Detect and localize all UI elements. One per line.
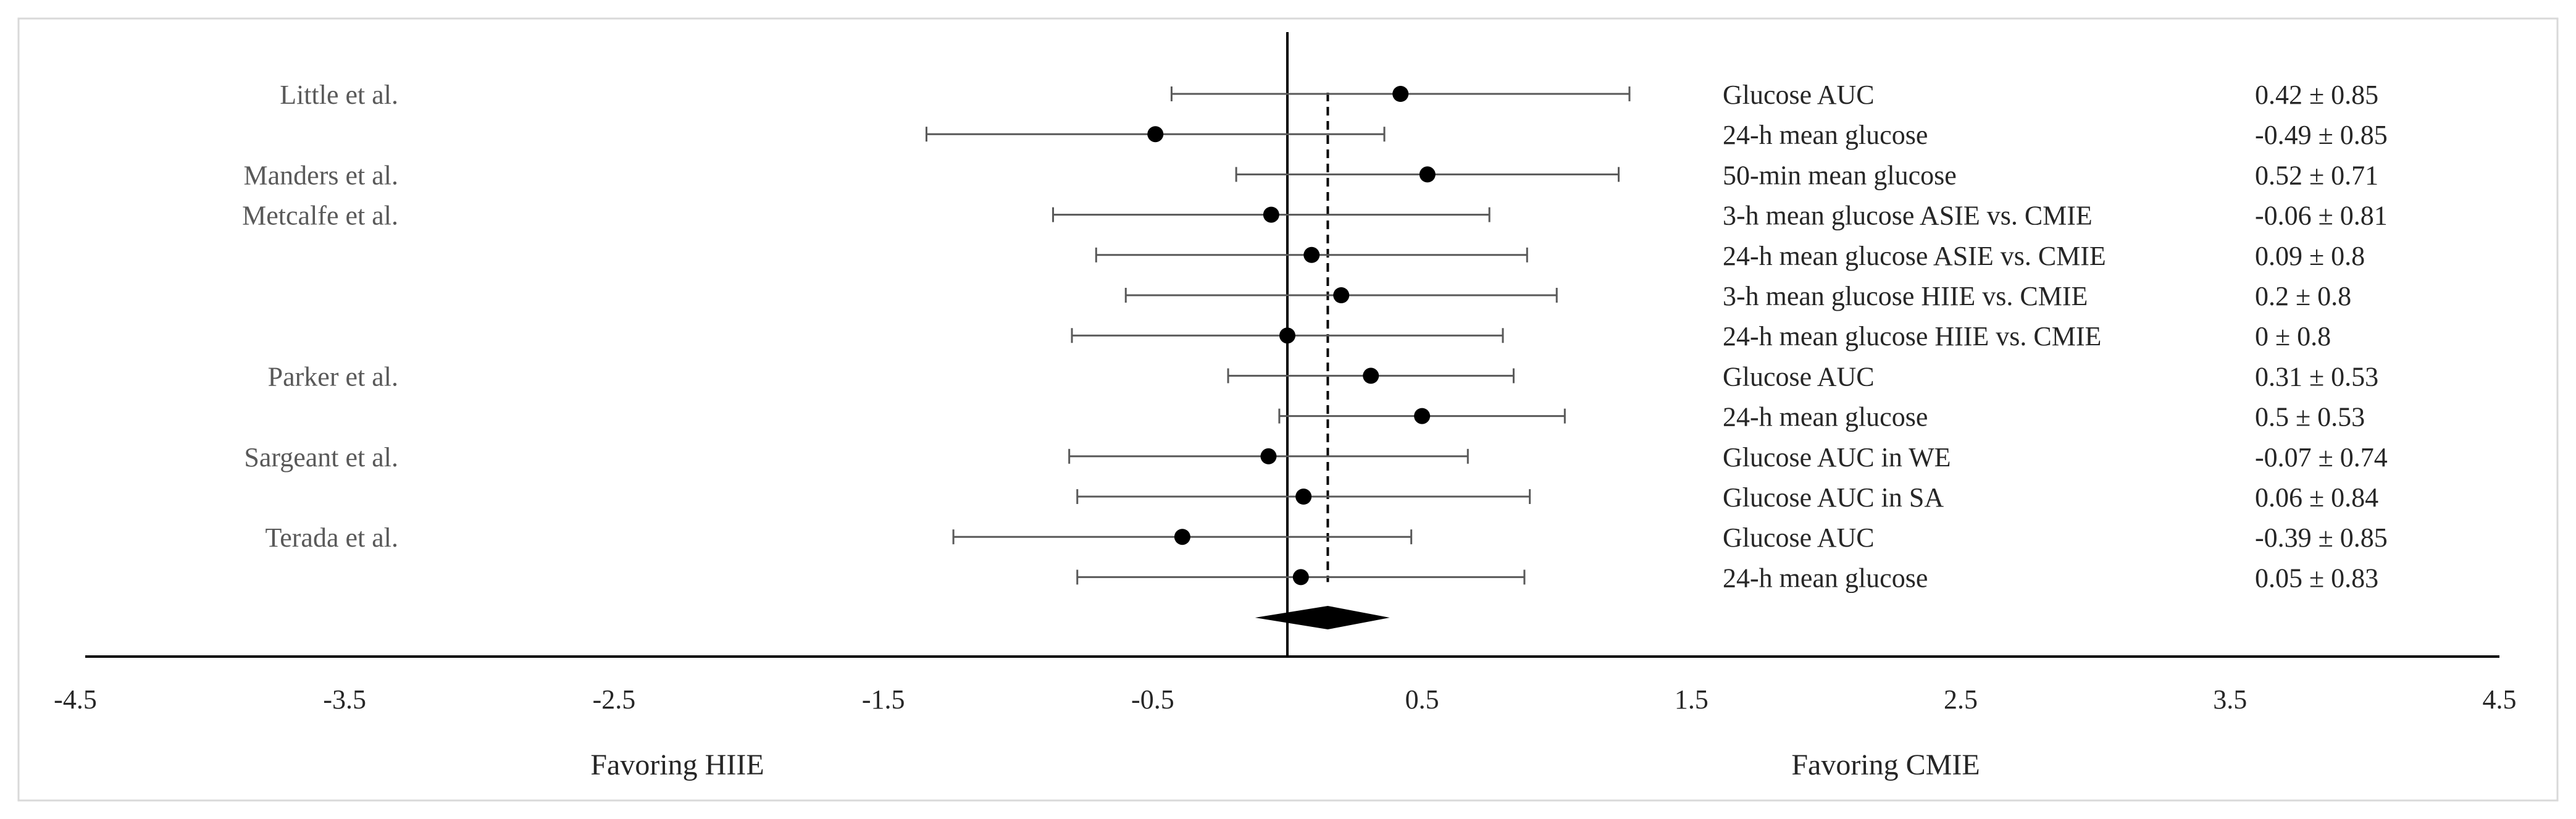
effect-size-label: -0.06 ± 0.81 (2255, 201, 2388, 231)
effect-size-label: 0.2 ± 0.8 (2255, 281, 2351, 311)
x-tick-label: 4.5 (2483, 684, 2517, 715)
outcome-label: Glucose AUC in WE (1723, 442, 1951, 472)
outcome-label: Glucose AUC (1723, 523, 1875, 553)
x-tick-label: 3.5 (2213, 684, 2247, 715)
effect-size-label: -0.07 ± 0.74 (2255, 442, 2388, 472)
effect-point (1263, 206, 1279, 223)
favoring-hiie-label: Favoring HIIE (590, 749, 764, 781)
effect-size-label: -0.39 ± 0.85 (2255, 523, 2388, 553)
pooled-diamond (1255, 606, 1390, 629)
outcome-label: Glucose AUC in SA (1723, 482, 1944, 513)
favoring-cmie-label: Favoring CMIE (1791, 749, 1980, 781)
outcome-label: Glucose AUC (1723, 361, 1875, 392)
effect-size-label: 0.52 ± 0.71 (2255, 160, 2378, 190)
x-tick-label: -3.5 (323, 684, 366, 715)
outcome-label: 24-h mean glucose (1723, 402, 1928, 432)
x-tick-label: -0.5 (1131, 684, 1174, 715)
effect-size-label: 0.31 ± 0.53 (2255, 361, 2378, 392)
effect-point (1279, 327, 1295, 344)
effect-point (1260, 448, 1277, 464)
effect-point (1147, 126, 1164, 143)
outcome-label: 24-h mean glucose ASIE vs. CMIE (1723, 241, 2106, 271)
outcome-label: Glucose AUC (1723, 80, 1875, 110)
study-label: Terada et al. (265, 523, 398, 553)
effect-size-label: -0.49 ± 0.85 (2255, 120, 2388, 150)
outcome-label: 3-h mean glucose HIIE vs. CMIE (1723, 281, 2088, 311)
x-tick-label: 1.5 (1675, 684, 1708, 715)
x-tick-label: -4.5 (54, 684, 97, 715)
outcome-label: 3-h mean glucose ASIE vs. CMIE (1723, 201, 2093, 231)
effect-point (1303, 246, 1320, 263)
outcome-label: 24-h mean glucose (1723, 120, 1928, 150)
study-label: Sargeant et al. (244, 442, 398, 472)
effect-point (1333, 287, 1350, 303)
x-tick-label: -1.5 (862, 684, 905, 715)
effect-point (1295, 489, 1312, 505)
study-label: Parker et al. (268, 361, 398, 392)
effect-size-label: 0 ± 0.8 (2255, 321, 2331, 351)
effect-point (1414, 408, 1431, 424)
effect-size-label: 0.42 ± 0.85 (2255, 80, 2378, 110)
outcome-label: 50-min mean glucose (1723, 160, 1957, 190)
effect-point (1292, 569, 1309, 586)
effect-size-label: 0.05 ± 0.83 (2255, 563, 2378, 593)
effect-point (1363, 368, 1379, 384)
effect-size-label: 0.09 ± 0.8 (2255, 241, 2365, 271)
effect-size-label: 0.5 ± 0.53 (2255, 402, 2365, 432)
outcome-label: 24-h mean glucose (1723, 563, 1928, 593)
study-label: Little et al. (280, 80, 398, 110)
outcome-label: 24-h mean glucose HIIE vs. CMIE (1723, 321, 2101, 351)
effect-point (1419, 166, 1436, 183)
study-label: Manders et al. (244, 160, 398, 190)
x-tick-label: 2.5 (1944, 684, 1978, 715)
effect-size-label: 0.06 ± 0.84 (2255, 482, 2378, 513)
effect-point (1392, 86, 1409, 102)
study-label: Metcalfe et al. (242, 201, 398, 231)
x-tick-label: -2.5 (593, 684, 636, 715)
effect-point (1174, 529, 1190, 545)
x-tick-label: 0.5 (1405, 684, 1439, 715)
